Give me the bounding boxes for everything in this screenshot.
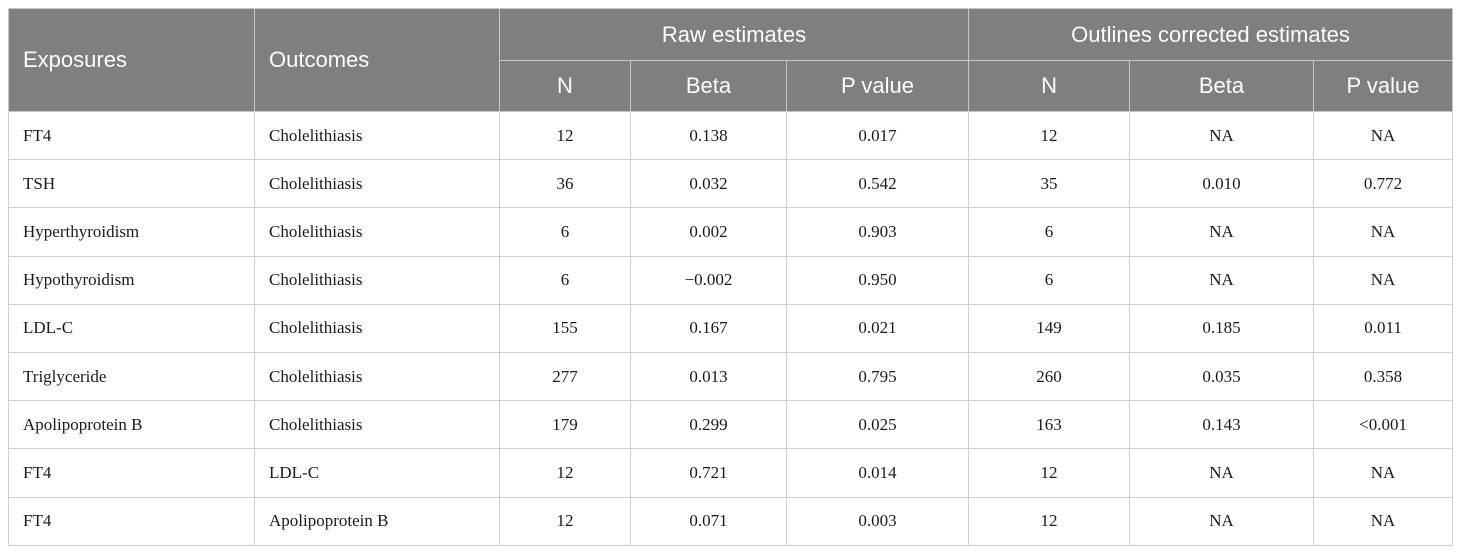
table-row: FT4 LDL-C 12 0.721 0.014 12 NA NA	[8, 448, 1454, 498]
cell-raw-n: 36	[499, 159, 631, 209]
header-raw-n: N	[499, 60, 631, 112]
cell-raw-n: 179	[499, 400, 631, 450]
header-raw-p-value: P value	[785, 60, 970, 112]
cell-exposure: Hypothyroidism	[8, 255, 255, 305]
header-raw-estimates: Raw estimates	[498, 8, 970, 61]
cell-outcome: Cholelithiasis	[254, 400, 500, 450]
results-table: Exposures Outcomes Raw estimates Outline…	[8, 8, 1454, 546]
cell-raw-n: 6	[499, 207, 631, 257]
table-row: LDL-C Cholelithiasis 155 0.167 0.021 149…	[8, 303, 1454, 353]
cell-corrected-p: <0.001	[1313, 400, 1454, 450]
cell-corrected-n: 6	[968, 255, 1131, 305]
cell-raw-p: 0.021	[785, 303, 970, 353]
cell-raw-n: 155	[499, 303, 631, 353]
cell-exposure: FT4	[8, 110, 255, 161]
cell-corrected-p: NA	[1313, 255, 1454, 305]
cell-exposure: LDL-C	[8, 303, 255, 353]
cell-raw-p: 0.014	[785, 448, 970, 498]
cell-outcome: Cholelithiasis	[254, 351, 500, 402]
cell-raw-n: 12	[499, 448, 631, 498]
table-header: Exposures Outcomes Raw estimates Outline…	[8, 8, 1454, 112]
header-corrected-n: N	[968, 60, 1131, 112]
cell-outcome: Cholelithiasis	[254, 207, 500, 257]
cell-raw-p: 0.903	[785, 207, 970, 257]
header-raw-beta: Beta	[630, 60, 787, 112]
cell-corrected-p: 0.772	[1313, 159, 1454, 209]
cell-corrected-beta: 0.035	[1129, 351, 1315, 402]
cell-outcome: Apolipoprotein B	[254, 496, 500, 546]
cell-corrected-n: 12	[968, 110, 1131, 161]
cell-raw-beta: 0.032	[630, 159, 787, 209]
header-corrected-beta: Beta	[1129, 60, 1315, 112]
cell-outcome: LDL-C	[254, 448, 500, 498]
cell-raw-beta: 0.721	[630, 448, 787, 498]
header-exposures: Exposures	[8, 8, 255, 112]
cell-raw-n: 12	[499, 496, 631, 546]
cell-corrected-beta: NA	[1129, 496, 1315, 546]
cell-corrected-beta: 0.010	[1129, 159, 1315, 209]
cell-corrected-n: 149	[968, 303, 1131, 353]
cell-corrected-n: 6	[968, 207, 1131, 257]
cell-raw-p: 0.017	[785, 110, 970, 161]
cell-exposure: FT4	[8, 496, 255, 546]
cell-corrected-beta: NA	[1129, 448, 1315, 498]
table-body: FT4 Cholelithiasis 12 0.138 0.017 12 NA …	[8, 110, 1454, 546]
cell-raw-p: 0.950	[785, 255, 970, 305]
cell-raw-p: 0.025	[785, 400, 970, 450]
cell-raw-p: 0.795	[785, 351, 970, 402]
cell-raw-p: 0.542	[785, 159, 970, 209]
cell-outcome: Cholelithiasis	[254, 303, 500, 353]
cell-corrected-n: 163	[968, 400, 1131, 450]
cell-corrected-n: 260	[968, 351, 1131, 402]
cell-exposure: TSH	[8, 159, 255, 209]
table-row: TSH Cholelithiasis 36 0.032 0.542 35 0.0…	[8, 159, 1454, 209]
cell-exposure: FT4	[8, 448, 255, 498]
cell-raw-beta: 0.071	[630, 496, 787, 546]
header-corrected-p-value: P value	[1313, 60, 1454, 112]
cell-corrected-p: NA	[1313, 207, 1454, 257]
cell-raw-beta: 0.002	[630, 207, 787, 257]
cell-outcome: Cholelithiasis	[254, 110, 500, 161]
cell-corrected-p: NA	[1313, 496, 1454, 546]
cell-raw-beta: −0.002	[630, 255, 787, 305]
cell-corrected-beta: NA	[1129, 207, 1315, 257]
cell-corrected-p: NA	[1313, 448, 1454, 498]
cell-raw-n: 277	[499, 351, 631, 402]
cell-raw-beta: 0.138	[630, 110, 787, 161]
results-table-container: Exposures Outcomes Raw estimates Outline…	[8, 8, 1454, 546]
header-corrected-estimates: Outlines corrected estimates	[968, 8, 1454, 61]
table-row: Triglyceride Cholelithiasis 277 0.013 0.…	[8, 351, 1454, 402]
cell-raw-p: 0.003	[785, 496, 970, 546]
cell-exposure: Triglyceride	[8, 351, 255, 402]
header-outcomes: Outcomes	[254, 8, 500, 112]
cell-raw-n: 6	[499, 255, 631, 305]
cell-corrected-p: NA	[1313, 110, 1454, 161]
cell-corrected-beta: 0.143	[1129, 400, 1315, 450]
table-row: Hyperthyroidism Cholelithiasis 6 0.002 0…	[8, 207, 1454, 257]
cell-corrected-p: 0.358	[1313, 351, 1454, 402]
table-row: Apolipoprotein B Cholelithiasis 179 0.29…	[8, 400, 1454, 450]
cell-corrected-n: 12	[968, 496, 1131, 546]
cell-corrected-beta: NA	[1129, 255, 1315, 305]
table-row: FT4 Apolipoprotein B 12 0.071 0.003 12 N…	[8, 496, 1454, 546]
cell-exposure: Apolipoprotein B	[8, 400, 255, 450]
cell-exposure: Hyperthyroidism	[8, 207, 255, 257]
cell-raw-beta: 0.013	[630, 351, 787, 402]
cell-outcome: Cholelithiasis	[254, 255, 500, 305]
cell-corrected-beta: 0.185	[1129, 303, 1315, 353]
cell-corrected-n: 12	[968, 448, 1131, 498]
cell-raw-beta: 0.167	[630, 303, 787, 353]
table-row: FT4 Cholelithiasis 12 0.138 0.017 12 NA …	[8, 110, 1454, 161]
cell-corrected-n: 35	[968, 159, 1131, 209]
cell-corrected-beta: NA	[1129, 110, 1315, 161]
cell-outcome: Cholelithiasis	[254, 159, 500, 209]
cell-raw-n: 12	[499, 110, 631, 161]
cell-raw-beta: 0.299	[630, 400, 787, 450]
table-row: Hypothyroidism Cholelithiasis 6 −0.002 0…	[8, 255, 1454, 305]
cell-corrected-p: 0.011	[1313, 303, 1454, 353]
